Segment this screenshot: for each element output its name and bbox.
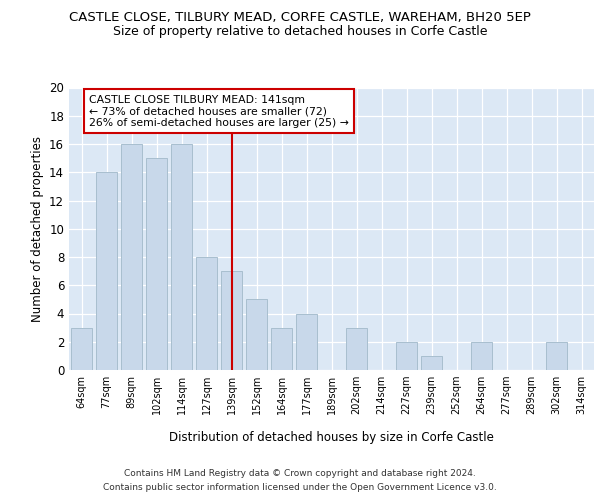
Bar xyxy=(71,328,92,370)
Bar xyxy=(96,172,117,370)
Bar xyxy=(196,257,217,370)
Bar xyxy=(221,271,242,370)
Text: Size of property relative to detached houses in Corfe Castle: Size of property relative to detached ho… xyxy=(113,24,487,38)
Bar xyxy=(546,342,567,370)
Text: Distribution of detached houses by size in Corfe Castle: Distribution of detached houses by size … xyxy=(169,431,494,444)
Bar xyxy=(171,144,192,370)
Bar xyxy=(146,158,167,370)
Bar xyxy=(421,356,442,370)
Text: CASTLE CLOSE, TILBURY MEAD, CORFE CASTLE, WAREHAM, BH20 5EP: CASTLE CLOSE, TILBURY MEAD, CORFE CASTLE… xyxy=(69,11,531,24)
Text: Contains public sector information licensed under the Open Government Licence v3: Contains public sector information licen… xyxy=(103,483,497,492)
Bar xyxy=(396,342,417,370)
Bar xyxy=(346,328,367,370)
Bar xyxy=(296,314,317,370)
Y-axis label: Number of detached properties: Number of detached properties xyxy=(31,136,44,322)
Text: CASTLE CLOSE TILBURY MEAD: 141sqm
← 73% of detached houses are smaller (72)
26% : CASTLE CLOSE TILBURY MEAD: 141sqm ← 73% … xyxy=(89,94,349,128)
Bar xyxy=(271,328,292,370)
Text: Contains HM Land Registry data © Crown copyright and database right 2024.: Contains HM Land Registry data © Crown c… xyxy=(124,470,476,478)
Bar xyxy=(471,342,492,370)
Bar xyxy=(121,144,142,370)
Bar xyxy=(246,300,267,370)
